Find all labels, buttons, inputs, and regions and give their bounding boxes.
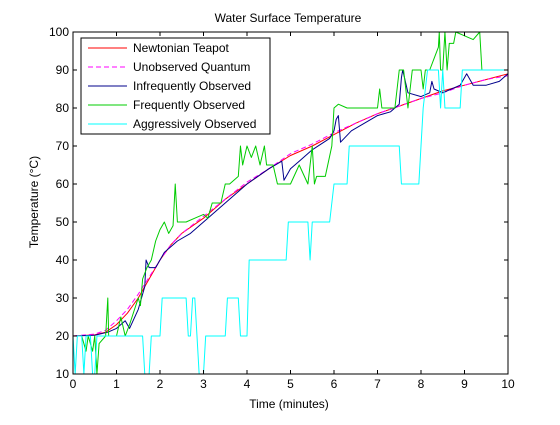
y-tick-label: 20 xyxy=(56,329,70,343)
legend-label: Frequently Observed xyxy=(133,98,245,112)
legend-entries: Newtonian Teapot Unobserved Quantum Infreq… xyxy=(88,41,256,131)
x-tick-label: 10 xyxy=(501,377,515,391)
legend-label: Infrequently Observed xyxy=(133,79,251,93)
x-tick-label: 6 xyxy=(331,377,338,391)
x-tick-label: 8 xyxy=(418,377,425,391)
y-tick-label: 90 xyxy=(56,63,70,77)
plot-border xyxy=(72,31,509,375)
x-tick-label: 1 xyxy=(113,377,120,391)
series-line-frequently-observed xyxy=(73,31,508,375)
series-line-unobserved-quantum xyxy=(72,75,509,337)
series-line-aggressively-observed xyxy=(72,69,508,375)
y-tick-label: 50 xyxy=(56,215,70,229)
y-tick-label: 10 xyxy=(56,367,70,381)
series-layer xyxy=(72,31,509,375)
y-tick-label: 30 xyxy=(56,291,70,305)
x-tick-label: 3 xyxy=(200,377,207,391)
y-tick-label: 100 xyxy=(49,25,69,39)
legend-label: Unobserved Quantum xyxy=(133,60,250,74)
x-tick-label: 4 xyxy=(244,377,251,391)
legend-label: Newtonian Teapot xyxy=(133,41,230,55)
legend: Newtonian Teapot Unobserved Quantum Infreq… xyxy=(80,37,271,135)
chart-title: Water Surface Temperature xyxy=(215,11,362,25)
y-tick-label: 40 xyxy=(56,253,70,267)
y-tick-label: 70 xyxy=(56,139,70,153)
x-tick-label: 2 xyxy=(157,377,164,391)
x-axis-label: Time (minutes) xyxy=(249,397,329,411)
tick-layer: 0 1 2 3 4 5 6 7 8 9 10 10 20 30 40 50 60 70 80 90 100 xyxy=(49,25,515,391)
y-tick-label: 60 xyxy=(56,177,70,191)
x-tick-label: 9 xyxy=(461,377,468,391)
y-axis-label: Temperature (°C) xyxy=(27,156,41,248)
series-line-infrequently-observed xyxy=(72,69,509,337)
y-tick-label: 80 xyxy=(56,101,70,115)
x-tick-label: 7 xyxy=(374,377,381,391)
x-tick-label: 0 xyxy=(70,377,77,391)
legend-label: Aggressively Observed xyxy=(133,117,256,131)
x-tick-label: 5 xyxy=(287,377,294,391)
